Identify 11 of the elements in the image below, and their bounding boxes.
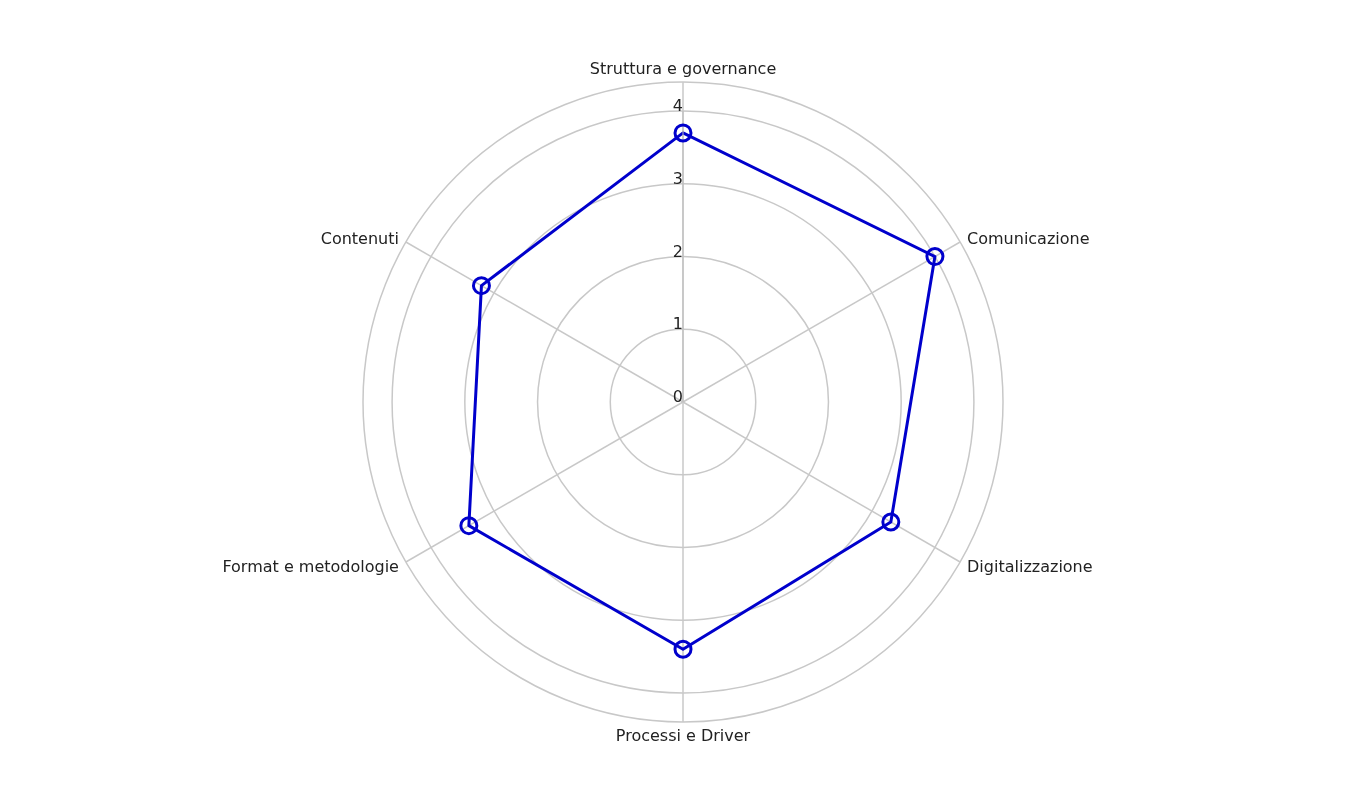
y-tick-label: 2 (672, 241, 683, 261)
spoke-label: Format e metodologie (222, 556, 399, 576)
spoke-label: Processi e Driver (615, 726, 751, 746)
spoke-label: Digitalizzazione (967, 556, 1093, 576)
spoke-label: Comunicazione (967, 228, 1090, 248)
spoke-label: Struttura e governance (589, 59, 777, 78)
spoke-label: Contenuti (320, 228, 399, 248)
y-tick-label: 4 (672, 96, 683, 116)
y-tick-label: 0 (672, 387, 683, 406)
y-tick-label: 3 (672, 168, 683, 188)
y-tick-label: 1 (672, 314, 683, 334)
